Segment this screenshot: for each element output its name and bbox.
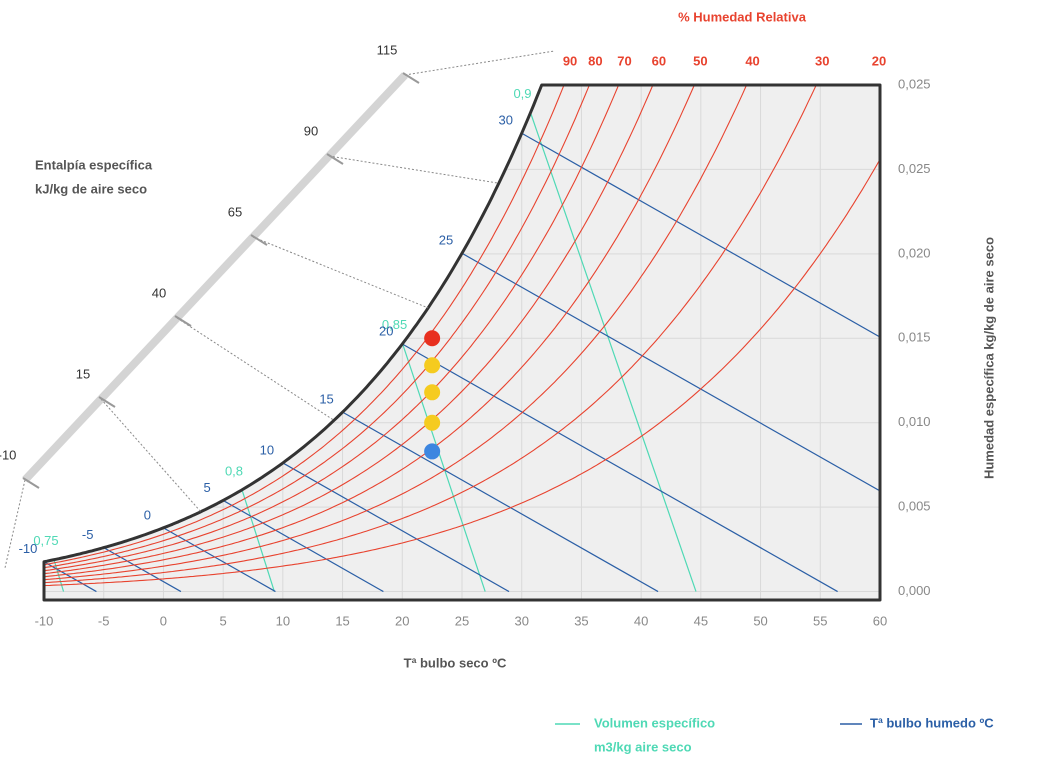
wet-bulb-label: 15 <box>319 392 333 407</box>
enthalpy-tick <box>98 396 116 408</box>
enthalpy-label: 90 <box>304 123 318 138</box>
x-tick-label: 35 <box>574 613 588 628</box>
enthalpy-label: 40 <box>152 285 166 300</box>
enthalpy-line <box>404 50 555 76</box>
rh-label: 70 <box>617 53 631 68</box>
enthalpy-line <box>100 398 202 513</box>
enthalpy-label: 115 <box>377 42 398 57</box>
wet-bulb-label: 25 <box>439 233 453 248</box>
y-axis-label: Humedad específica kg/kg de aire seco <box>981 237 996 479</box>
x-tick-label: -5 <box>98 613 110 628</box>
y-tick-label: 0,015 <box>898 330 931 345</box>
x-tick-label: 55 <box>813 613 827 628</box>
enthalpy-tick <box>22 477 40 489</box>
legend-label: Tª bulbo humedo ºC <box>870 715 994 730</box>
x-tick-label: 45 <box>694 613 708 628</box>
enthalpy-label: 65 <box>228 204 242 219</box>
wet-bulb-line <box>222 499 384 593</box>
enthalpy-tick <box>174 315 192 327</box>
point <box>424 330 441 347</box>
x-tick-label: -10 <box>35 613 54 628</box>
enthalpy-label: -10 <box>0 447 16 462</box>
rh-curve <box>44 85 880 566</box>
wet-bulb-line <box>282 462 510 593</box>
rh-label: 40 <box>745 53 759 68</box>
y-tick-label: 0,025 <box>898 161 931 176</box>
volume-label: 0,85 <box>382 317 407 332</box>
enthalpy-label: kJ/kg de aire seco <box>35 181 147 196</box>
wet-bulb-label: -10 <box>19 541 38 556</box>
y-tick-label: 0,020 <box>898 245 931 260</box>
x-tick-label: 25 <box>455 613 469 628</box>
rh-curve <box>44 85 880 578</box>
point <box>424 414 441 431</box>
rh-label: 50 <box>693 53 707 68</box>
wet-bulb-line <box>461 252 880 593</box>
rh-label: 20 <box>872 53 886 68</box>
x-tick-label: 5 <box>220 613 227 628</box>
rh-label: 30 <box>815 53 829 68</box>
x-tick-label: 60 <box>873 613 887 628</box>
y-tick-label: 0,010 <box>898 414 931 429</box>
enthalpy-line <box>176 317 335 421</box>
point <box>424 384 441 401</box>
wet-bulb-label: 0 <box>144 507 151 522</box>
wet-bulb-label: -5 <box>82 527 94 542</box>
enthalpy-label: 15 <box>76 366 90 381</box>
wet-bulb-label: 10 <box>260 442 274 457</box>
wet-bulb-line <box>342 411 659 593</box>
rh-curve <box>44 85 880 569</box>
x-tick-label: 50 <box>753 613 767 628</box>
legend-label: Volumen específico <box>594 715 715 730</box>
rh-curve <box>44 85 880 575</box>
volume-label: 0,75 <box>33 533 58 548</box>
legend-label: m3/kg aire seco <box>594 739 692 754</box>
volume-label: 0,8 <box>225 463 243 478</box>
rh-curve <box>44 85 880 581</box>
x-tick-label: 30 <box>514 613 528 628</box>
enthalpy-scale <box>22 72 408 483</box>
volume-line <box>241 489 275 592</box>
point <box>424 357 441 374</box>
wet-bulb-line <box>163 527 276 593</box>
chart-title: % Humedad Relativa <box>678 9 807 24</box>
enthalpy-tick <box>326 153 344 165</box>
volume-line <box>401 343 486 592</box>
volume-label: 0,9 <box>513 86 531 101</box>
enthalpy-tick <box>402 72 420 84</box>
y-tick-label: 0,025 <box>898 76 931 91</box>
rh-curve <box>44 85 880 572</box>
wet-bulb-label: 30 <box>498 113 512 128</box>
x-tick-label: 40 <box>634 613 648 628</box>
y-tick-label: 0,005 <box>898 499 931 514</box>
x-tick-label: 20 <box>395 613 409 628</box>
volume-line <box>529 112 697 592</box>
x-tick-label: 15 <box>335 613 349 628</box>
chart-border <box>42 83 882 602</box>
enthalpy-label: Entalpía específica <box>35 157 153 172</box>
rh-label: 90 <box>563 53 577 68</box>
rh-curve <box>44 159 880 587</box>
enthalpy-line <box>328 155 499 184</box>
y-tick-label: 0,000 <box>898 583 931 598</box>
x-tick-label: 0 <box>160 613 167 628</box>
x-axis-label: Tª bulbo seco ºC <box>404 655 507 670</box>
wet-bulb-line <box>521 132 880 593</box>
point <box>424 443 441 460</box>
wet-bulb-label: 20 <box>379 323 393 338</box>
x-tick-label: 10 <box>276 613 290 628</box>
wet-bulb-label: 5 <box>204 480 211 495</box>
rh-label: 80 <box>588 53 602 68</box>
enthalpy-line <box>252 236 429 309</box>
rh-label: 60 <box>652 53 666 68</box>
wet-bulb-line <box>401 343 838 593</box>
enthalpy-tick <box>250 234 268 246</box>
enthalpy-line <box>4 479 26 569</box>
rh-curve <box>44 85 880 584</box>
